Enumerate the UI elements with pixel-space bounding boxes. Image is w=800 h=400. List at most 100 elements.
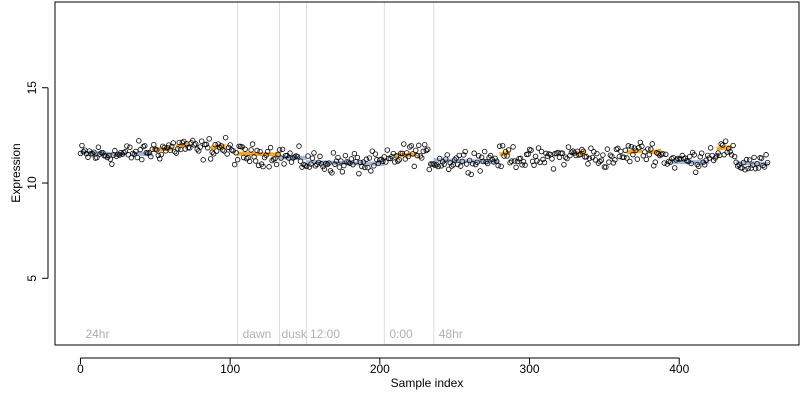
data-point [736,162,742,168]
data-point [745,165,751,172]
data-point [540,156,546,163]
data-point [272,155,278,162]
data-point [249,141,256,147]
data-point [278,155,284,161]
data-point [100,150,106,156]
data-point [606,159,612,165]
data-point [321,166,328,172]
data-point [511,158,518,164]
data-point [709,152,715,159]
data-point [538,148,545,155]
data-point [175,146,181,152]
data-point [308,161,314,167]
data-point [480,158,486,165]
data-point [85,154,91,160]
data-point [341,162,347,169]
data-point [645,146,651,152]
data-point [513,164,519,170]
data-point [395,158,401,164]
data-point [740,159,747,166]
data-point [610,160,617,166]
data-point [597,158,603,165]
data-point [210,151,217,157]
data-point [393,153,400,159]
data-point [360,159,367,165]
data-point [724,149,730,155]
data-point [444,152,450,158]
data-point [454,161,461,168]
data-point [463,161,470,167]
data-point [187,145,193,151]
data-point [339,169,346,175]
y-tick-label: 15 [25,81,39,95]
data-point [312,163,319,169]
data-point [88,151,94,157]
data-point [227,142,233,148]
data-point [652,159,658,165]
data-point [197,144,203,150]
data-point [698,150,705,156]
data-point [254,147,260,154]
data-point [742,167,748,173]
x-tick-label: 100 [220,362,240,376]
data-point [172,148,178,155]
data-point [365,164,371,171]
data-point [131,151,138,157]
data-point [591,149,597,155]
data-point [460,152,467,158]
data-point [751,154,757,161]
data-point [170,140,176,146]
trend-segment [237,151,280,157]
data-point [607,152,614,158]
data-point [559,150,566,156]
x-axis-label: Sample index [391,376,464,390]
data-point [510,144,516,150]
data-point [350,161,356,168]
data-point [411,163,417,170]
data-point [517,155,524,162]
data-point [693,169,699,175]
data-point [155,152,161,159]
data-point [311,150,317,156]
data-point [203,141,209,148]
data-point [335,154,341,161]
data-point [206,136,212,142]
x-tick-label: 400 [669,362,689,376]
data-point [158,151,164,158]
data-point [534,158,540,164]
data-point [98,150,105,156]
data-point [94,154,100,161]
x-tick-label: 0 [77,362,84,376]
data-point [561,161,567,168]
data-point [490,159,497,165]
data-point [639,143,645,149]
data-point [688,160,694,167]
data-point [701,162,708,168]
data-point [303,163,310,170]
data-point [514,158,521,165]
y-tick-label: 5 [25,275,39,282]
trend-segment [716,144,732,151]
data-point [317,153,323,160]
data-point [634,156,641,162]
data-point [718,141,724,147]
data-point [419,155,425,161]
data-point [231,161,238,168]
data-point [402,156,408,162]
data-point [577,151,584,158]
data-point [615,145,621,152]
data-point [604,146,611,152]
data-point [368,168,374,174]
data-point [354,154,361,161]
data-point [496,143,503,149]
data-point [252,158,259,164]
data-point [449,163,455,169]
y-tick-label: 10 [25,176,39,190]
data-point [760,162,766,169]
group-labels-layer: 24hr dawn dusk 12:00 0:00 48hr [85,327,462,341]
data-point [721,151,727,158]
data-point [435,163,441,170]
data-point [465,170,471,176]
data-point [583,154,590,160]
data-point [541,159,548,166]
